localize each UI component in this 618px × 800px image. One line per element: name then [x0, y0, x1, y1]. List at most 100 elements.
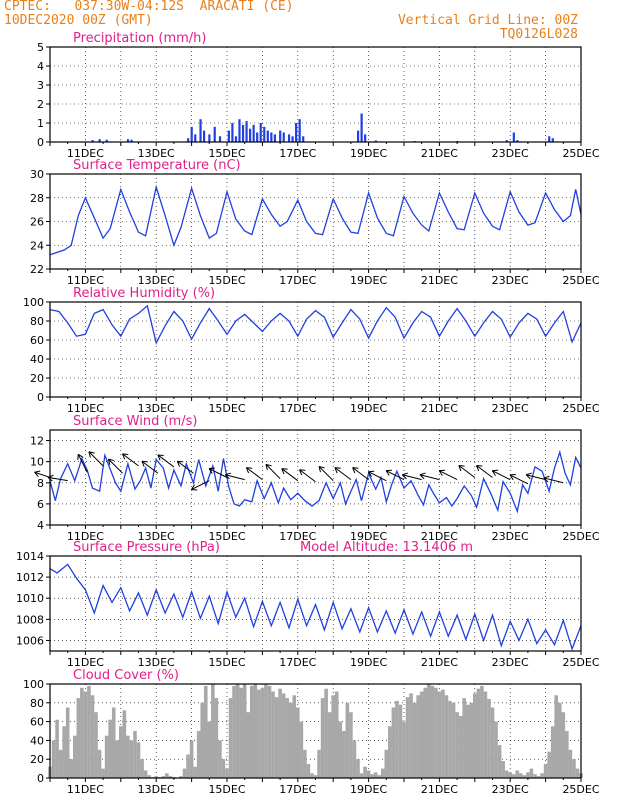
cloud-bar-130 — [508, 772, 512, 778]
cloud-bar-109 — [434, 687, 438, 778]
precip-bar-23 — [263, 126, 266, 142]
cloud-bar-30 — [154, 776, 158, 778]
y-tick-label: 10 — [30, 456, 44, 469]
panel-subtitle: Model Altitude: 13.1406 m — [300, 540, 473, 555]
precip-bar-33 — [302, 136, 305, 142]
precip-bar-14 — [231, 123, 234, 142]
cloud-bar-100 — [402, 721, 406, 778]
x-tick-label: 21DEC — [421, 274, 458, 287]
panel-4: 1006 1008 1010 1012 1014 11DEC 13DEC 15DEC 17DEC… — [16, 540, 600, 669]
y-tick-label: 60 — [30, 716, 44, 729]
wind-arrow-2 — [77, 453, 88, 473]
cloud-bar-126 — [494, 721, 498, 778]
cloud-bar-53 — [235, 684, 240, 778]
cloud-bar-24 — [133, 731, 137, 778]
x-tick-label: 25DEC — [562, 656, 599, 669]
cloud-bar-37 — [179, 776, 183, 778]
cloud-bar-97 — [391, 707, 396, 778]
cloud-bar-22 — [126, 735, 130, 778]
precip-bar-27 — [279, 130, 282, 142]
x-tick-label: 23DEC — [492, 530, 529, 543]
cloud-bar-137 — [533, 774, 537, 778]
cloud-bar-7 — [72, 735, 77, 778]
x-tick-label: 15DEC — [208, 783, 245, 796]
precip-bar-25 — [270, 132, 273, 142]
cloud-bar-119 — [469, 702, 474, 778]
cloud-bar-107 — [426, 684, 431, 778]
y-tick-label: 26 — [30, 216, 44, 229]
cloud-bar-45 — [207, 721, 212, 778]
series-line-4 — [49, 563, 582, 651]
cloud-bar-142 — [550, 726, 555, 778]
wind-arrow-18 — [352, 467, 369, 481]
cloud-bar-93 — [377, 775, 382, 778]
cloud-bar-1 — [51, 740, 56, 778]
cloud-bar-64 — [274, 697, 279, 778]
y-tick-label: 2 — [37, 98, 44, 111]
cloud-bar-115 — [455, 712, 459, 778]
cloud-bar-70 — [296, 707, 300, 778]
x-tick-label: 15DEC — [208, 402, 245, 415]
cloud-bar-77 — [320, 698, 325, 778]
y-tick-label: 24 — [30, 239, 44, 252]
cloud-bar-82 — [338, 721, 343, 778]
cloud-bar-65 — [278, 688, 282, 778]
cloud-bar-80 — [331, 695, 335, 778]
x-tick-label: 19DEC — [350, 402, 387, 415]
cloud-bar-60 — [260, 687, 265, 778]
x-tick-label: 23DEC — [492, 402, 529, 415]
cloud-bar-32 — [161, 776, 166, 778]
precip-bar-18 — [245, 121, 248, 142]
wind-arrow-12 — [245, 467, 263, 481]
precip-bar-7 — [194, 134, 197, 142]
cloud-bar-75 — [313, 775, 318, 778]
x-tick-label: 11DEC — [67, 147, 104, 160]
cloud-bar-94 — [380, 768, 385, 778]
cloud-bar-51 — [228, 698, 233, 778]
x-tick-label: 11DEC — [67, 783, 104, 796]
wind-arrow-11 — [224, 472, 245, 481]
x-tick-label: 13DEC — [138, 783, 175, 796]
wind-arrow-21 — [401, 472, 422, 481]
cloud-bar-21 — [122, 710, 127, 778]
panel-frame — [49, 301, 582, 398]
x-tick-label: 23DEC — [492, 274, 529, 287]
cloud-bar-141 — [547, 751, 551, 778]
panel-frame — [49, 429, 582, 526]
precip-bar-44 — [551, 138, 554, 142]
cloud-bar-54 — [239, 687, 243, 778]
cloud-bar-88 — [359, 773, 364, 778]
panel-title: Precipitation (mm/h) — [73, 31, 206, 46]
cloud-bar-56 — [246, 712, 251, 778]
cloud-bar-125 — [490, 707, 495, 778]
wind-arrow-5 — [122, 453, 139, 467]
x-tick-label: 21DEC — [421, 783, 458, 796]
x-tick-label: 13DEC — [138, 656, 175, 669]
header-grid-info: Vertical Grid Line: 00Z — [397, 13, 578, 28]
x-tick-label: 17DEC — [279, 530, 316, 543]
wind-arrow-3 — [88, 451, 104, 467]
precip-bar-43 — [548, 136, 551, 142]
cloud-bar-129 — [504, 770, 509, 778]
cloud-bar-135 — [526, 772, 530, 778]
cloud-bar-27 — [143, 770, 148, 778]
cloud-bar-106 — [423, 687, 428, 778]
x-tick-label: 19DEC — [350, 530, 387, 543]
cloud-bar-149 — [575, 768, 580, 778]
wind-arrow-16 — [318, 466, 334, 482]
cloud-bar-113 — [448, 700, 452, 778]
cloud-bar-85 — [349, 712, 353, 778]
cloud-bar-55 — [242, 684, 247, 778]
x-tick-label: 15DEC — [208, 656, 245, 669]
precip-bar-24 — [266, 130, 269, 142]
cloud-bar-15 — [101, 768, 105, 778]
x-tick-label: 13DEC — [138, 147, 175, 160]
cloud-bar-87 — [356, 759, 360, 778]
precip-bar-4 — [130, 139, 133, 142]
x-tick-label: 25DEC — [562, 530, 599, 543]
panel-title: Relative Humidity (%) — [73, 286, 215, 301]
x-tick-label: 19DEC — [350, 656, 387, 669]
cloud-bar-98 — [395, 700, 399, 778]
cloud-bar-12 — [90, 695, 95, 778]
